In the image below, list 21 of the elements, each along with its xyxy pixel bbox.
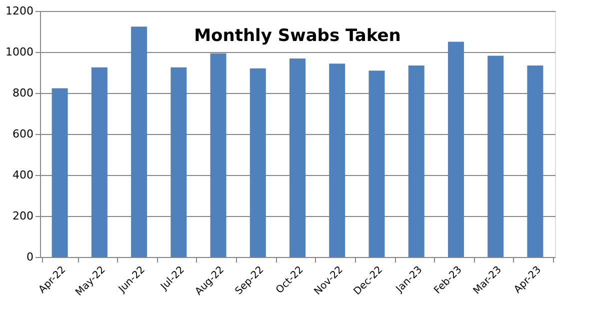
- bar: [527, 66, 544, 257]
- bar: [52, 88, 68, 257]
- y-tick-label: 200: [12, 210, 34, 222]
- bar: [488, 56, 504, 257]
- text: Monthly Swabs Taken: [194, 26, 401, 46]
- bar: [290, 58, 306, 257]
- bar: [91, 67, 108, 257]
- y-tick-label: 800: [12, 86, 34, 100]
- y-tick-label: 400: [12, 168, 34, 182]
- bar: [210, 53, 226, 257]
- y-tick-label: 600: [12, 128, 34, 140]
- y-tick-label: 1000: [6, 46, 34, 58]
- bar: [329, 64, 346, 257]
- bar: [408, 66, 424, 257]
- bar: [448, 42, 464, 257]
- bar: [170, 67, 187, 257]
- bar: [368, 70, 385, 257]
- y-tick-label: 0: [26, 250, 34, 264]
- bar: [131, 26, 148, 257]
- bar: [250, 68, 266, 257]
- y-tick-label: 1200: [6, 4, 34, 18]
